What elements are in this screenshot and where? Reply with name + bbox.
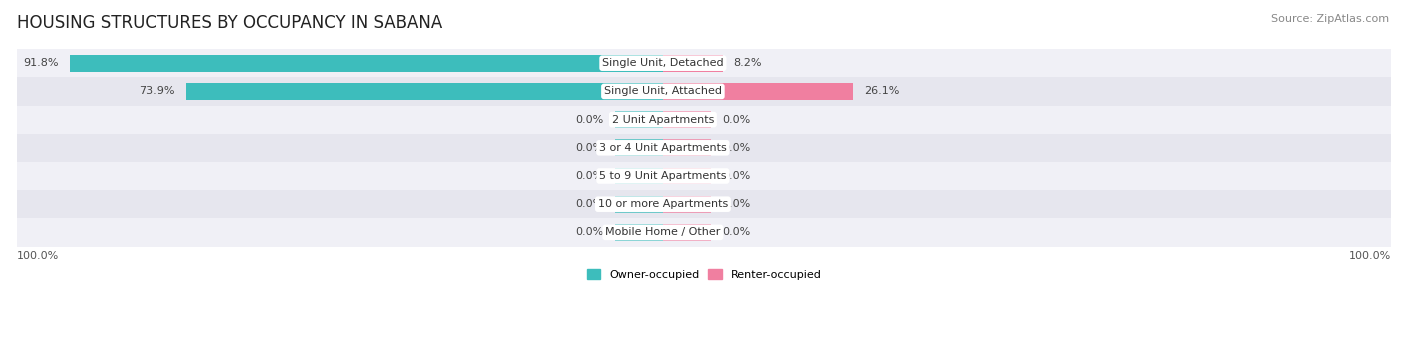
Text: 0.0%: 0.0%: [721, 227, 751, 237]
Text: 73.9%: 73.9%: [139, 86, 174, 97]
Bar: [614, 196, 662, 213]
Text: 0.0%: 0.0%: [575, 199, 603, 209]
Bar: [662, 224, 711, 241]
Text: HOUSING STRUCTURES BY OCCUPANCY IN SABANA: HOUSING STRUCTURES BY OCCUPANCY IN SABAN…: [17, 14, 441, 32]
Legend: Owner-occupied, Renter-occupied: Owner-occupied, Renter-occupied: [582, 265, 825, 284]
Text: 0.0%: 0.0%: [575, 171, 603, 181]
Text: 0.0%: 0.0%: [575, 227, 603, 237]
Bar: [17, 134, 1391, 162]
Bar: [186, 83, 662, 100]
Text: 10 or more Apartments: 10 or more Apartments: [598, 199, 728, 209]
Bar: [614, 167, 662, 184]
Text: 5 to 9 Unit Apartments: 5 to 9 Unit Apartments: [599, 171, 727, 181]
Bar: [614, 139, 662, 156]
Text: 0.0%: 0.0%: [721, 143, 751, 153]
Text: Mobile Home / Other: Mobile Home / Other: [605, 227, 721, 237]
Bar: [17, 105, 1391, 134]
Bar: [662, 139, 711, 156]
Text: 2 Unit Apartments: 2 Unit Apartments: [612, 115, 714, 124]
Bar: [17, 218, 1391, 247]
Text: Single Unit, Detached: Single Unit, Detached: [602, 58, 724, 68]
Text: 26.1%: 26.1%: [863, 86, 900, 97]
Text: 0.0%: 0.0%: [575, 115, 603, 124]
Text: 3 or 4 Unit Apartments: 3 or 4 Unit Apartments: [599, 143, 727, 153]
Bar: [70, 55, 662, 72]
Text: 0.0%: 0.0%: [721, 199, 751, 209]
Bar: [17, 77, 1391, 105]
Text: 0.0%: 0.0%: [575, 143, 603, 153]
Bar: [662, 111, 711, 128]
Text: 91.8%: 91.8%: [24, 58, 59, 68]
Text: 0.0%: 0.0%: [721, 115, 751, 124]
Bar: [17, 190, 1391, 218]
Bar: [17, 49, 1391, 77]
Text: 8.2%: 8.2%: [734, 58, 762, 68]
Text: 100.0%: 100.0%: [1348, 251, 1391, 261]
Bar: [17, 162, 1391, 190]
Text: 0.0%: 0.0%: [721, 171, 751, 181]
Text: 100.0%: 100.0%: [17, 251, 59, 261]
Bar: [614, 224, 662, 241]
Bar: [662, 196, 711, 213]
Bar: [662, 83, 853, 100]
Bar: [662, 167, 711, 184]
Text: Source: ZipAtlas.com: Source: ZipAtlas.com: [1271, 14, 1389, 24]
Bar: [614, 111, 662, 128]
Bar: [662, 55, 723, 72]
Text: Single Unit, Attached: Single Unit, Attached: [605, 86, 721, 97]
